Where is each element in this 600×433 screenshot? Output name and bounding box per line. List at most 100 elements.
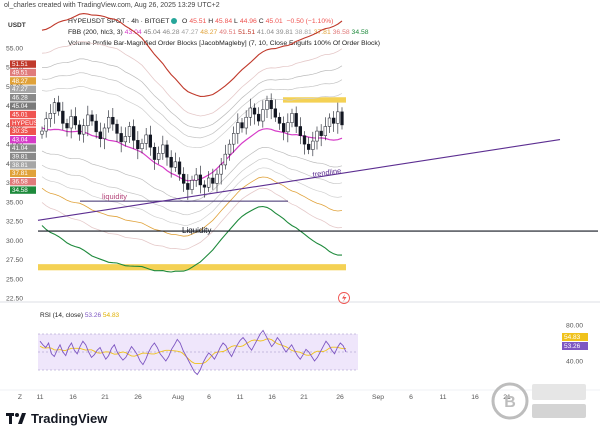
candle[interactable]	[307, 143, 311, 150]
fbb-band-line[interactable]	[41, 127, 343, 182]
candle[interactable]	[315, 130, 319, 142]
candle[interactable]	[57, 102, 61, 112]
tradingview-logo[interactable]: TradingView	[6, 411, 107, 426]
rsi-line[interactable]	[39, 329, 347, 376]
fbb-label[interactable]: FBB (200, hlc3, 3)	[68, 29, 123, 36]
candle[interactable]	[82, 125, 86, 135]
candle[interactable]	[190, 180, 194, 190]
fbb-band-line[interactable]	[41, 86, 343, 148]
candle[interactable]	[157, 153, 161, 160]
fbb-value: 38.81	[292, 29, 312, 36]
candle[interactable]	[94, 120, 98, 133]
candle[interactable]	[223, 153, 227, 166]
candle[interactable]	[336, 111, 340, 124]
fbb-band-line[interactable]	[41, 187, 343, 250]
fbb-band-line[interactable]	[41, 41, 343, 117]
candle[interactable]	[48, 113, 52, 120]
candle[interactable]	[52, 102, 57, 114]
fbb-band-line[interactable]	[41, 13, 343, 97]
candle[interactable]	[340, 111, 344, 126]
candle[interactable]	[248, 107, 252, 118]
candle[interactable]	[269, 100, 273, 110]
liquidity-big-annotation[interactable]: Liquidity	[182, 226, 211, 235]
candle[interactable]	[282, 123, 286, 133]
candle[interactable]	[161, 144, 165, 154]
trendline[interactable]	[37, 138, 561, 221]
fbb-band-line[interactable]	[41, 72, 343, 139]
candle[interactable]	[244, 116, 248, 129]
candle[interactable]	[319, 130, 323, 136]
candle[interactable]	[257, 113, 261, 122]
candle[interactable]	[86, 114, 90, 126]
candle[interactable]	[144, 134, 148, 144]
fbb-band-line[interactable]	[41, 167, 343, 226]
candle[interactable]	[198, 174, 202, 186]
candle[interactable]	[98, 131, 102, 140]
candle[interactable]	[169, 156, 173, 168]
candle[interactable]	[236, 122, 240, 134]
candle[interactable]	[311, 140, 315, 150]
candle[interactable]	[194, 174, 198, 181]
candle[interactable]	[215, 173, 219, 184]
candle[interactable]	[277, 116, 282, 124]
candle[interactable]	[165, 144, 169, 158]
rsi-label[interactable]: RSI (14, close)	[40, 312, 83, 319]
candle[interactable]	[265, 100, 269, 110]
candle[interactable]	[332, 117, 336, 124]
candle[interactable]	[136, 140, 140, 150]
candle[interactable]	[207, 177, 211, 188]
candle[interactable]	[102, 127, 107, 140]
candle[interactable]	[127, 126, 132, 137]
liquidity-zone[interactable]	[283, 97, 346, 103]
candle[interactable]	[182, 173, 186, 184]
candle[interactable]	[140, 143, 144, 150]
candle[interactable]	[69, 116, 73, 129]
candle[interactable]	[40, 130, 44, 135]
candle[interactable]	[152, 146, 157, 160]
fbb-legend[interactable]: FBB (200, hlc3, 3) 43.04 45.04 46.28 47.…	[68, 29, 369, 36]
candle[interactable]	[44, 118, 48, 132]
fbb-band-line[interactable]	[41, 205, 342, 273]
candle[interactable]	[273, 108, 277, 118]
candle[interactable]	[73, 116, 77, 126]
candle[interactable]	[148, 134, 152, 148]
trendline-annotation[interactable]: trendline	[312, 166, 342, 179]
candle[interactable]	[219, 164, 223, 175]
candle[interactable]	[261, 109, 265, 122]
candle[interactable]	[115, 123, 119, 134]
candle[interactable]	[240, 122, 244, 129]
vp-legend[interactable]: Volume Profile Bar-Magnified Order Block…	[68, 40, 380, 47]
candle[interactable]	[298, 126, 302, 136]
fbb-band-line[interactable]	[42, 58, 343, 129]
fbb-band-line[interactable]	[41, 158, 343, 216]
liquidity-annotation[interactable]: liquidity	[102, 192, 127, 201]
candle[interactable]	[123, 136, 127, 143]
candle[interactable]	[252, 107, 257, 115]
candle[interactable]	[232, 133, 236, 145]
candle[interactable]	[132, 126, 136, 141]
candle[interactable]	[107, 116, 111, 129]
candle[interactable]	[211, 177, 215, 184]
candle[interactable]	[286, 122, 290, 133]
candle[interactable]	[227, 143, 232, 155]
candle[interactable]	[177, 161, 182, 175]
candle[interactable]	[202, 184, 207, 188]
rsi-legend[interactable]: RSI (14, close) 53.26 54.83	[40, 312, 119, 319]
event-marker[interactable]	[338, 292, 350, 304]
candle[interactable]	[294, 113, 298, 127]
candle[interactable]	[61, 110, 65, 124]
candle[interactable]	[111, 116, 115, 125]
candle[interactable]	[173, 161, 177, 168]
candle[interactable]	[327, 117, 332, 127]
candle[interactable]	[90, 114, 94, 122]
vp-label[interactable]: Volume Profile Bar-Magnified Order Block…	[68, 40, 381, 47]
candle[interactable]	[290, 113, 294, 123]
candle[interactable]	[77, 124, 82, 135]
candle[interactable]	[119, 133, 123, 143]
fbb-band-line[interactable]	[41, 176, 343, 237]
candle[interactable]	[323, 126, 327, 136]
candle[interactable]	[302, 135, 307, 145]
candle[interactable]	[65, 123, 69, 129]
candle[interactable]	[186, 183, 190, 190]
